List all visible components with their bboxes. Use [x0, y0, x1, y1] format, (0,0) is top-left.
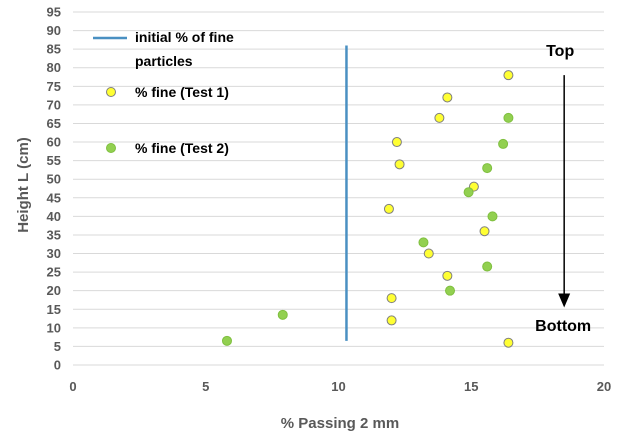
test1-point: [503, 70, 514, 81]
legend-marker-test2: [106, 143, 116, 153]
y-tick-label: 35: [47, 227, 61, 242]
y-tick-label: 70: [47, 97, 61, 112]
test1-point: [386, 293, 397, 304]
test2-point: [503, 112, 514, 123]
test2-point: [482, 163, 493, 174]
x-tick-label: 15: [464, 379, 478, 394]
y-tick-label: 65: [47, 116, 61, 131]
y-axis-title: Height L (cm): [15, 137, 32, 233]
x-tick-label: 5: [202, 379, 209, 394]
y-tick-label: 75: [47, 79, 61, 94]
test1-point: [479, 226, 490, 237]
y-tick-label: 50: [47, 172, 61, 187]
test1-point: [434, 112, 445, 123]
legend-label-test2: % fine (Test 2): [135, 140, 229, 156]
test2-point: [463, 187, 474, 198]
test2-point: [482, 261, 493, 272]
y-tick-label: 15: [47, 302, 61, 317]
test2-point: [487, 211, 498, 222]
y-tick-label: 60: [47, 135, 61, 150]
bottom-label: Bottom: [535, 318, 591, 335]
test1-point: [503, 337, 514, 348]
test1-point: [386, 315, 397, 326]
top-label: Top: [546, 43, 574, 60]
legend: initial % of fine particles % fine (Test 1…: [93, 29, 234, 156]
test1-point: [442, 270, 453, 281]
test2-point: [445, 285, 456, 296]
x-axis-title: % Passing 2 mm: [281, 415, 399, 432]
y-tick-label: 10: [47, 320, 61, 335]
legend-label-initial: initial % of fine particles: [135, 29, 234, 69]
y-tick-label: 85: [47, 42, 61, 57]
y-tick-label: 90: [47, 23, 61, 38]
y-tick-label: 30: [47, 246, 61, 261]
legend-marker-test1: [106, 87, 116, 97]
y-tick-label: 95: [47, 5, 61, 20]
y-tick-label: 80: [47, 60, 61, 75]
y-tick-label: 25: [47, 265, 61, 280]
x-tick-label: 20: [597, 379, 611, 394]
test1-point: [394, 159, 405, 170]
test2-point: [418, 237, 429, 248]
y-tick-label: 20: [47, 283, 61, 298]
legend-label-test1: % fine (Test 1): [135, 84, 229, 100]
test1-point: [391, 137, 402, 148]
data-series: [221, 45, 514, 348]
test2-point: [221, 335, 232, 346]
test1-point: [442, 92, 453, 103]
x-tick-label: 10: [331, 379, 345, 394]
test2-point: [498, 138, 509, 149]
gridlines: [73, 11, 604, 347]
test1-point: [383, 203, 394, 214]
axes: 0 5 10 15 20 25 30 35 40 45 50 55 60 65 70 75 80 85 90 95 0 5…: [47, 5, 612, 395]
test2-point: [277, 309, 288, 320]
y-tick-label: 5: [54, 339, 61, 354]
y-tick-label: 55: [47, 153, 61, 168]
y-tick-label: 45: [47, 190, 61, 205]
test1-point: [423, 248, 434, 259]
annotations: Top Bottom: [535, 43, 591, 335]
x-tick-label: 0: [69, 379, 76, 394]
y-tick-label: 0: [54, 358, 61, 373]
arrow-head: [558, 293, 571, 308]
y-tick-label: 40: [47, 209, 61, 224]
